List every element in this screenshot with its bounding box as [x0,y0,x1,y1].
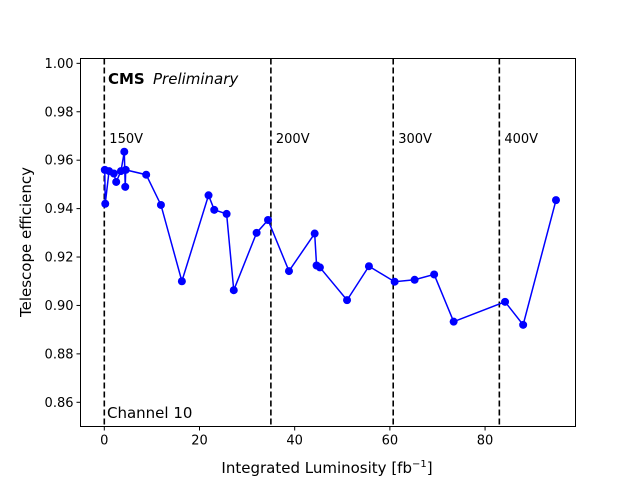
data-point [501,297,510,306]
data-point [449,317,458,326]
data-point [109,169,118,178]
data-point [210,205,219,214]
data-point [284,267,293,276]
preliminary-label: Preliminary [153,70,239,88]
x-axis: 0 20 40 60 80 [100,426,494,449]
channel-label: Channel 10 [107,404,192,422]
y-tick-label: 0.98 [45,105,74,120]
data-point [315,263,324,272]
x-axis-label: Integrated Luminosity [fb−1] [221,459,432,477]
data-point [142,170,151,179]
x-tick-label: 0 [100,434,108,449]
data-point [343,296,352,305]
data-point [364,262,373,271]
x-tick-label: 80 [477,434,494,449]
data-point [519,320,528,329]
data-point [121,165,130,174]
x-tick-label: 60 [382,434,399,449]
x-tick-label: 20 [191,434,208,449]
data-point [156,200,165,209]
series-line [104,151,557,327]
x-axis-label-close: ] [427,459,433,477]
voltage-label: 200V [276,132,310,147]
y-tick-label: 1.00 [45,57,74,72]
data-point [264,215,273,224]
plot-frame [80,58,576,427]
data-point [177,277,186,286]
voltage-label: 400V [504,132,538,147]
data-point [112,177,121,186]
voltage-label: 300V [398,132,432,147]
x-axis-label-sup: −1 [412,459,427,470]
data-point [252,228,261,237]
y-tick-label: 0.92 [45,251,74,266]
data-point [310,229,319,238]
data-point [121,182,130,191]
y-tick-label: 0.94 [45,202,74,217]
y-tick-label: 0.90 [45,299,74,314]
y-tick-label: 0.88 [45,347,74,362]
cms-label: CMS [108,70,145,88]
data-point [120,147,129,156]
data-point [204,191,213,200]
x-tick-label: 40 [286,434,303,449]
data-point [229,286,238,295]
data-point [551,196,560,205]
data-point [410,275,419,284]
voltage-label: 150V [109,132,143,147]
data-point [390,277,399,286]
data-point [222,209,231,218]
y-tick-label: 0.96 [45,154,74,169]
data-point [101,199,110,208]
plot-layer: 150V 200V 300V 400V [100,58,560,427]
y-axis-label: Telescope efficiency [17,167,35,318]
y-tick-label: 0.86 [45,396,74,411]
data-point [430,270,439,279]
y-axis: 0.86 0.88 0.90 0.92 0.94 0.96 0.98 1.00 [45,57,81,411]
x-axis-label-main: Integrated Luminosity [fb [221,459,412,477]
